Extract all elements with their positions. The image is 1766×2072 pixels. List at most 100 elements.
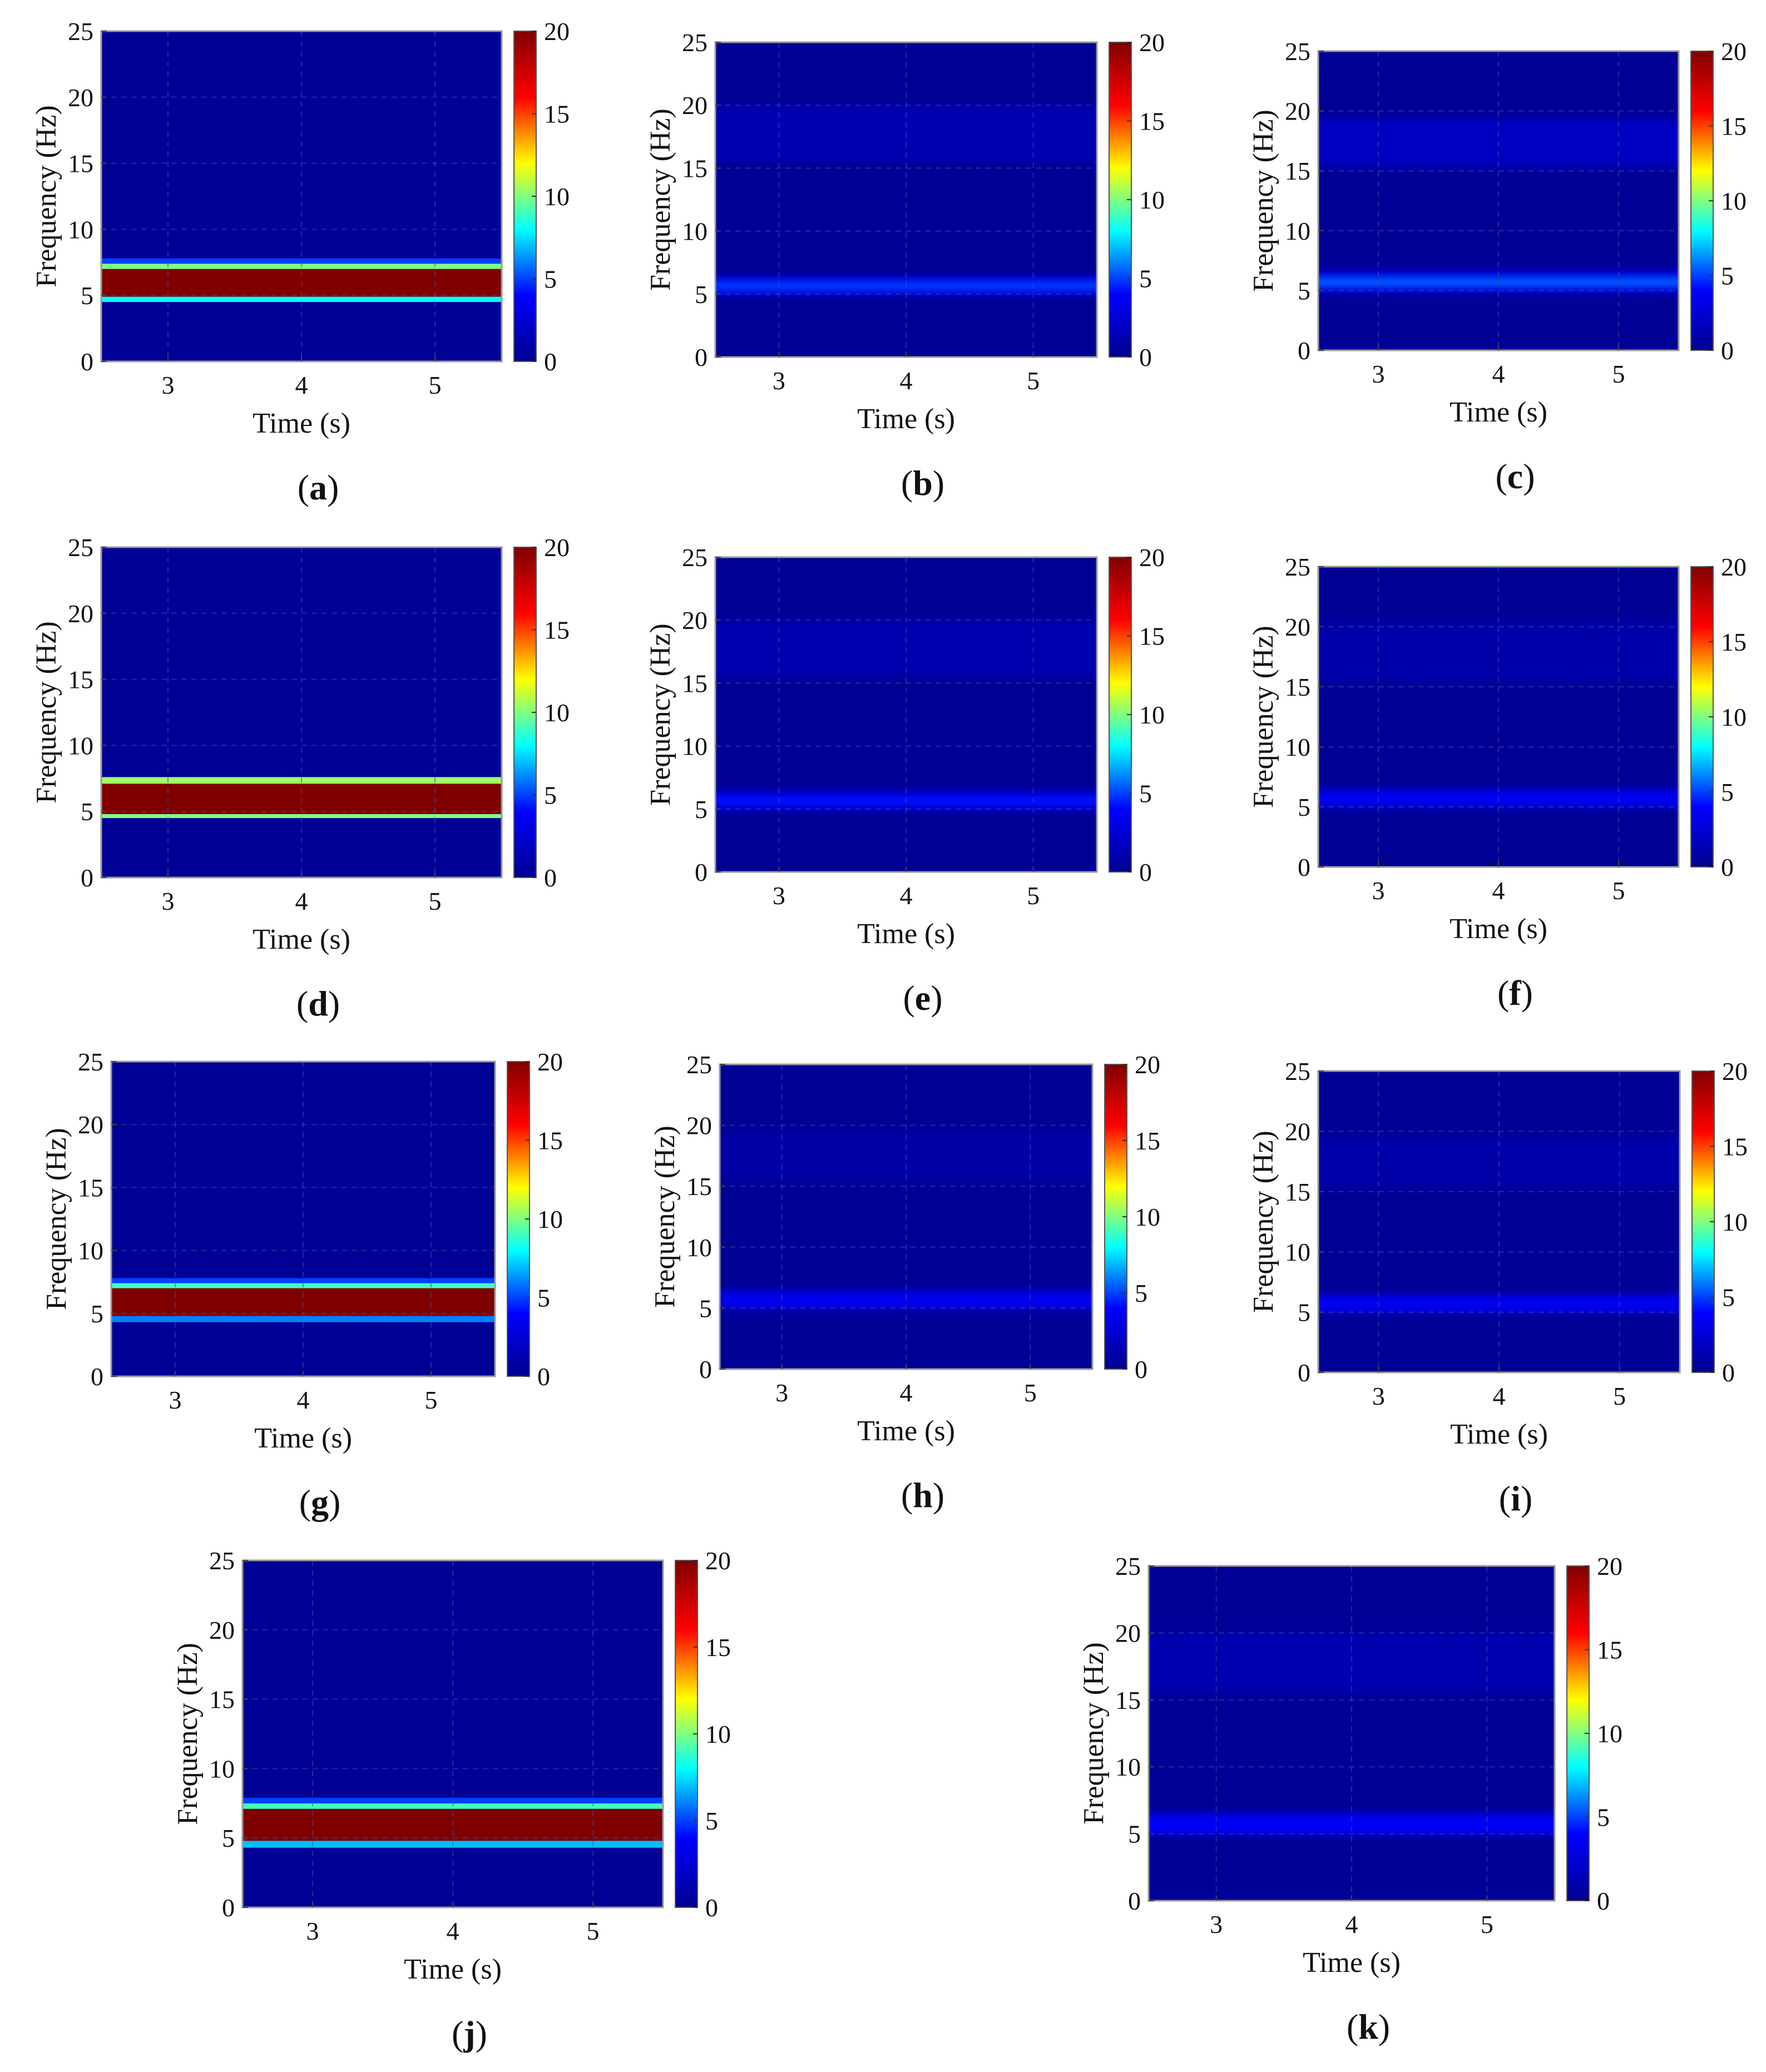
x-tick-label: 3 bbox=[775, 1379, 788, 1407]
y-tick-label: 0 bbox=[81, 348, 93, 376]
heatmap-background bbox=[1149, 1566, 1555, 1901]
colorbar-tick-label: 15 bbox=[544, 616, 570, 645]
x-tick-label: 3 bbox=[773, 366, 785, 395]
y-tick-label: 10 bbox=[68, 731, 93, 760]
x-tick-label: 3 bbox=[162, 371, 175, 399]
colorbar-tick-label: 20 bbox=[544, 17, 570, 46]
x-tick-label: 5 bbox=[1613, 1382, 1626, 1410]
colorbar-tick-label: 0 bbox=[1721, 853, 1734, 881]
y-tick-label: 10 bbox=[78, 1237, 103, 1265]
y-tick-label: 20 bbox=[1115, 1619, 1141, 1647]
y-tick-label: 20 bbox=[1285, 97, 1310, 126]
colorbar-tick-label: 10 bbox=[1139, 701, 1165, 729]
y-tick-label: 5 bbox=[1298, 1298, 1310, 1327]
caption-paren-open: ( bbox=[298, 468, 309, 507]
y-tick-label: 25 bbox=[1285, 1057, 1310, 1085]
y-tick-label: 25 bbox=[682, 28, 708, 57]
colorbar-tick-label: 10 bbox=[537, 1205, 563, 1233]
panel-f: 3 4 5 0 5 10 15 20 25 Time (s) Frequency (Hz) 0 5 10 1… bbox=[1248, 553, 1747, 1013]
x-axis-label: Time (s) bbox=[404, 1954, 502, 1985]
panel-caption: (j) bbox=[452, 2014, 487, 2053]
x-tick-label: 3 bbox=[1210, 1910, 1223, 1939]
y-tick-label: 10 bbox=[682, 217, 708, 246]
panel-a: 3 4 5 0 5 10 15 20 25 Time (s) Frequency (Hz) 0 5 10 1… bbox=[31, 17, 570, 507]
x-tick-label: 5 bbox=[1612, 360, 1625, 388]
y-tick-label: 0 bbox=[222, 1893, 235, 1922]
y-tick-label: 25 bbox=[68, 17, 93, 46]
panel-caption: (f) bbox=[1497, 973, 1533, 1013]
heatmap-band bbox=[1149, 1819, 1555, 1830]
y-tick-label: 20 bbox=[68, 599, 93, 628]
y-tick-label: 25 bbox=[1285, 37, 1310, 66]
x-axis-label: Time (s) bbox=[253, 408, 350, 439]
panel-caption: (e) bbox=[903, 978, 942, 1018]
x-tick-label: 4 bbox=[900, 1379, 913, 1407]
x-tick-label: 5 bbox=[1024, 1379, 1037, 1407]
x-tick-label: 5 bbox=[1481, 1910, 1493, 1939]
x-tick-label: 3 bbox=[162, 887, 175, 915]
caption-paren-open: ( bbox=[296, 984, 308, 1023]
x-tick-label: 4 bbox=[900, 366, 913, 395]
y-tick-label: 25 bbox=[209, 1546, 235, 1575]
caption-paren-open: ( bbox=[901, 463, 913, 503]
panel-caption: (a) bbox=[298, 468, 339, 507]
heatmap-band bbox=[1149, 1633, 1555, 1693]
x-tick-label: 3 bbox=[1372, 1382, 1385, 1410]
y-tick-label: 5 bbox=[1298, 276, 1310, 305]
x-axis-label: Time (s) bbox=[857, 1415, 955, 1447]
caption-paren-open: ( bbox=[901, 1475, 913, 1515]
colorbar-tick-label: 5 bbox=[1597, 1803, 1610, 1832]
caption-paren-close: ) bbox=[931, 978, 942, 1018]
x-axis-label: Time (s) bbox=[253, 924, 350, 955]
y-tick-label: 5 bbox=[222, 1824, 235, 1852]
colorbar-tick-label: 20 bbox=[1597, 1552, 1622, 1580]
heatmap-background bbox=[111, 1062, 495, 1376]
panel-c: 3 4 5 0 5 10 15 20 25 Time (s) Frequency (Hz) 0 5 10 1… bbox=[1248, 37, 1747, 496]
colorbar-tick-label: 0 bbox=[1135, 1355, 1147, 1384]
caption-paren-close: ) bbox=[327, 468, 339, 507]
caption-letter: k bbox=[1358, 2007, 1378, 2046]
panel-j: 3 4 5 0 5 10 15 20 25 Time (s) Frequency (Hz) 0 5 10 1… bbox=[172, 1546, 731, 2053]
y-tick-label: 10 bbox=[682, 732, 708, 761]
x-tick-label: 4 bbox=[297, 1386, 310, 1414]
y-tick-label: 15 bbox=[682, 154, 708, 182]
y-tick-label: 25 bbox=[1115, 1552, 1141, 1580]
colorbar-tick-label: 20 bbox=[1722, 1057, 1748, 1085]
y-tick-label: 20 bbox=[68, 83, 93, 112]
y-tick-label: 10 bbox=[1285, 1238, 1310, 1266]
y-tick-label: 0 bbox=[1128, 1887, 1141, 1915]
caption-paren-open: ( bbox=[1499, 1479, 1511, 1518]
y-tick-label: 25 bbox=[1285, 553, 1310, 581]
x-tick-label: 4 bbox=[295, 371, 308, 399]
caption-paren-close: ) bbox=[329, 1483, 340, 1522]
caption-paren-open: ( bbox=[452, 2014, 463, 2053]
caption-paren-close: ) bbox=[1521, 1479, 1532, 1518]
caption-paren-open: ( bbox=[1497, 973, 1509, 1013]
colorbar-tick-label: 5 bbox=[705, 1807, 718, 1835]
panel-h: 3 4 5 0 5 10 15 20 25 Time (s) Frequency (Hz) 0 5 10 1… bbox=[649, 1050, 1160, 1515]
colorbar-tick-label: 20 bbox=[537, 1048, 563, 1076]
y-tick-label: 5 bbox=[695, 795, 708, 824]
colorbar-tick-label: 5 bbox=[1721, 778, 1734, 806]
heatmap-band bbox=[243, 1797, 663, 1803]
y-tick-label: 15 bbox=[78, 1173, 103, 1202]
colorbar-tick-label: 20 bbox=[1139, 28, 1165, 57]
colorbar-tick-label: 10 bbox=[1597, 1719, 1622, 1748]
y-tick-label: 15 bbox=[686, 1172, 712, 1201]
x-tick-label: 3 bbox=[773, 881, 785, 910]
y-tick-label: 25 bbox=[686, 1050, 712, 1079]
y-tick-label: 15 bbox=[1285, 673, 1310, 701]
panel-d: 3 4 5 0 5 10 15 20 25 Time (s) Frequency (Hz) 0 5 10 1… bbox=[31, 533, 570, 1023]
y-tick-label: 15 bbox=[1285, 157, 1310, 185]
caption-paren-close: ) bbox=[933, 1475, 944, 1515]
colorbar-tick-label: 10 bbox=[544, 182, 570, 211]
y-axis-label: Frequency (Hz) bbox=[645, 623, 676, 806]
y-axis-label: Frequency (Hz) bbox=[1248, 626, 1279, 808]
panel-b: 3 4 5 0 5 10 15 20 25 Time (s) Frequency (Hz) 0 5 10 1… bbox=[645, 28, 1165, 503]
y-tick-label: 10 bbox=[1285, 217, 1310, 245]
caption-paren-open: ( bbox=[903, 978, 914, 1018]
y-tick-label: 25 bbox=[68, 533, 93, 562]
y-tick-label: 10 bbox=[1285, 733, 1310, 761]
y-axis-label: Frequency (Hz) bbox=[31, 621, 62, 804]
y-tick-label: 20 bbox=[682, 91, 708, 120]
